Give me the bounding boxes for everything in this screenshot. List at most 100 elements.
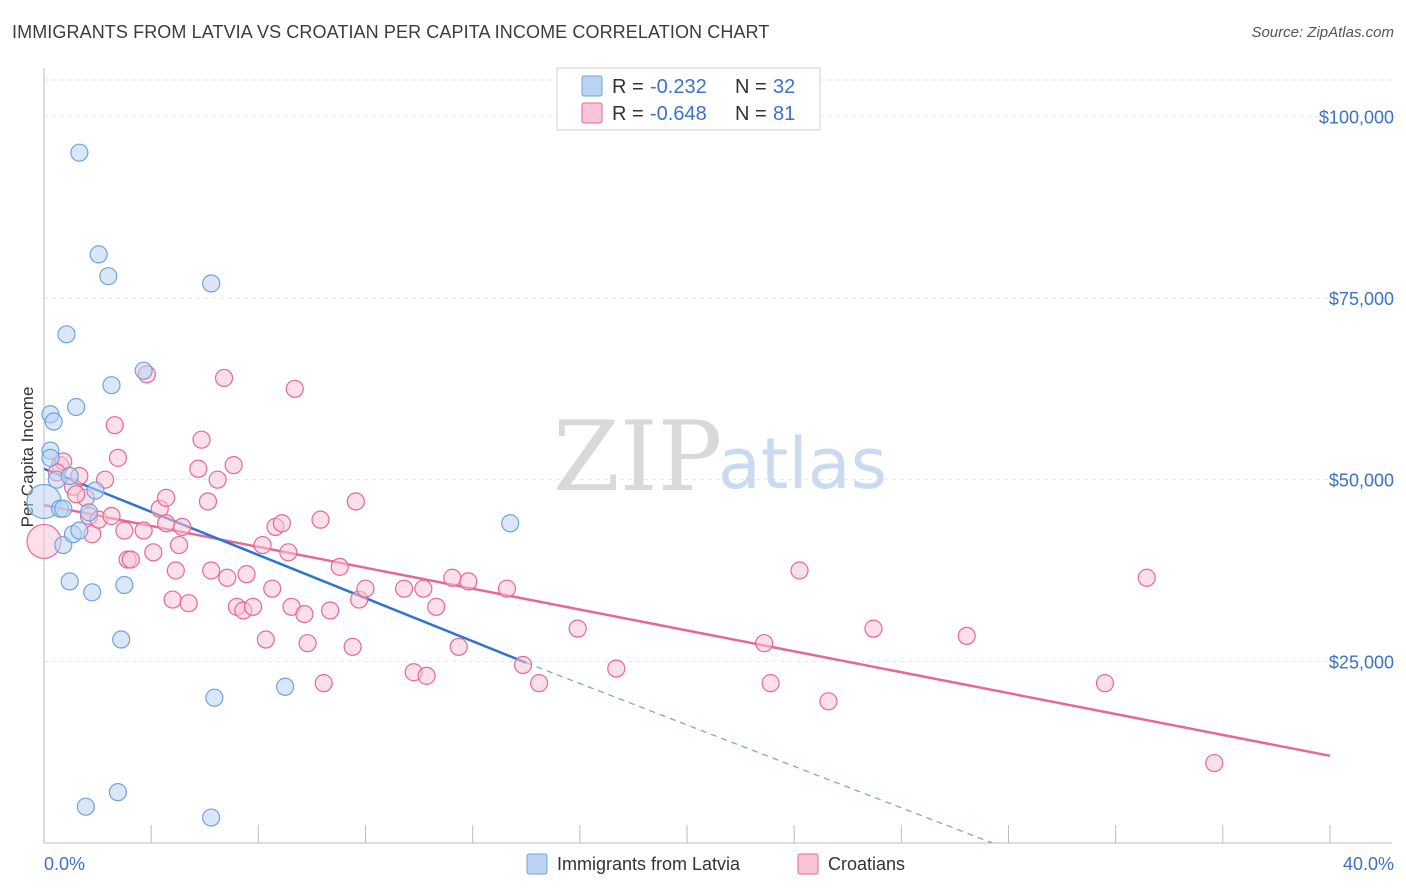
- bottom-legend-label-croatians: Croatians: [828, 854, 905, 874]
- point-croatians: [298, 634, 317, 653]
- point-latvia: [134, 361, 153, 380]
- point-croatians: [427, 597, 446, 616]
- legend-swatch-croatians: [581, 102, 603, 124]
- point-croatians: [166, 561, 185, 580]
- point-croatians: [189, 459, 208, 478]
- x-tick-label-min: 0.0%: [44, 854, 85, 874]
- point-croatians: [115, 521, 134, 540]
- legend-box: R = -0.232 N = 32 R = -0.648 N = 81: [556, 67, 821, 131]
- points-latvia: [26, 143, 520, 827]
- bottom-legend: Immigrants from Latvia Croatians: [526, 853, 905, 875]
- legend-n-value-latvia: 32: [773, 76, 795, 98]
- point-croatians: [314, 674, 333, 693]
- watermark-atlas: atlas: [718, 423, 887, 505]
- point-latvia: [108, 783, 128, 802]
- point-croatians: [957, 626, 976, 646]
- point-croatians: [321, 601, 340, 620]
- legend-n-label-croatians: N =: [735, 103, 767, 125]
- point-latvia: [57, 325, 76, 344]
- point-croatians: [311, 510, 330, 529]
- point-latvia: [112, 630, 131, 649]
- point-latvia: [202, 808, 221, 827]
- trend-line-latvia-extension: [526, 662, 993, 844]
- point-latvia: [276, 677, 295, 696]
- trend-line-latvia: [43, 467, 527, 664]
- source-credit: Source: ZipAtlas.com: [1251, 24, 1394, 41]
- point-croatians: [179, 594, 198, 613]
- chart-title: IMMIGRANTS FROM LATVIA VS CROATIAN PER C…: [12, 22, 770, 42]
- point-croatians: [356, 579, 375, 598]
- point-latvia: [70, 521, 89, 540]
- point-latvia: [205, 688, 224, 707]
- point-croatians: [394, 579, 414, 598]
- point-latvia: [70, 143, 89, 162]
- point-croatians: [208, 470, 227, 489]
- point-latvia: [501, 514, 520, 533]
- point-croatians: [330, 557, 349, 576]
- point-croatians: [459, 572, 478, 591]
- point-croatians: [105, 416, 124, 435]
- point-croatians: [144, 543, 163, 562]
- legend-r-value-croatians: -0.648: [650, 103, 707, 125]
- legend-r-label-latvia: R =: [612, 76, 644, 98]
- point-croatians: [121, 550, 140, 569]
- point-croatians: [530, 674, 549, 693]
- point-croatians: [134, 521, 153, 540]
- point-latvia: [86, 481, 105, 500]
- point-latvia: [76, 797, 95, 816]
- point-latvia: [67, 397, 86, 417]
- point-croatians: [253, 535, 272, 555]
- point-croatians: [218, 568, 237, 587]
- point-croatians: [272, 514, 292, 533]
- point-croatians: [607, 659, 626, 678]
- point-croatians: [198, 492, 218, 511]
- point-croatians: [343, 637, 362, 656]
- point-croatians: [790, 561, 809, 580]
- point-latvia: [79, 503, 99, 522]
- legend-n-value-croatians: 81: [773, 103, 795, 125]
- legend-r-value-latvia: -0.232: [650, 76, 707, 98]
- point-croatians: [1095, 674, 1115, 693]
- point-croatians: [173, 517, 192, 537]
- y-tick-label: $50,000: [1329, 471, 1394, 491]
- point-croatians: [108, 448, 128, 467]
- y-tick-labels: $25,000 $50,000 $75,000 $100,000: [1319, 107, 1394, 672]
- bottom-legend-label-latvia: Immigrants from Latvia: [557, 854, 741, 874]
- point-croatians: [443, 568, 462, 587]
- point-croatians: [864, 619, 883, 638]
- point-croatians: [224, 456, 243, 475]
- point-croatians: [513, 655, 533, 675]
- point-croatians: [1205, 753, 1224, 773]
- point-latvia: [102, 376, 121, 395]
- point-latvia: [202, 274, 221, 293]
- point-latvia: [54, 499, 73, 518]
- legend-n-label-latvia: N =: [735, 76, 767, 98]
- point-croatians: [243, 597, 263, 616]
- point-croatians: [417, 666, 436, 685]
- point-croatians: [295, 604, 314, 624]
- point-latvia: [60, 466, 79, 486]
- point-croatians: [214, 368, 234, 388]
- point-croatians: [414, 579, 433, 598]
- y-tick-label: $75,000: [1329, 289, 1394, 309]
- x-tick-marks: [150, 825, 1331, 843]
- point-croatians: [761, 674, 780, 693]
- trend-lines: [43, 467, 1331, 844]
- point-croatians: [192, 430, 211, 449]
- bottom-legend-swatch-latvia: [526, 853, 548, 875]
- point-croatians: [256, 630, 275, 649]
- point-croatians: [67, 485, 86, 504]
- point-croatians: [163, 590, 182, 609]
- point-croatians: [237, 565, 256, 584]
- point-croatians: [497, 579, 517, 598]
- x-tick-label-max: 40.0%: [1343, 854, 1394, 874]
- point-latvia: [89, 245, 108, 264]
- point-latvia: [44, 412, 63, 431]
- y-tick-label: $100,000: [1319, 107, 1394, 127]
- point-croatians: [346, 492, 365, 511]
- point-latvia: [60, 572, 79, 591]
- point-latvia: [83, 583, 102, 602]
- watermark-zip: ZIP: [553, 401, 722, 513]
- point-croatians: [157, 488, 176, 507]
